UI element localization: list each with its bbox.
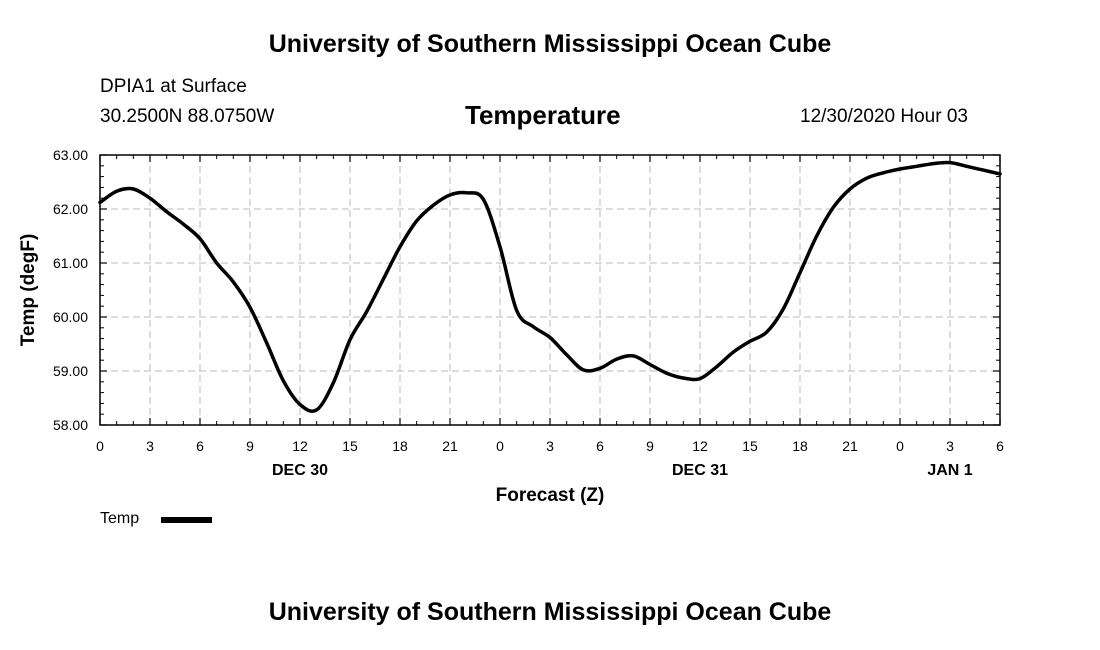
x-tick-label: 0 xyxy=(496,438,504,454)
chart-grid xyxy=(100,155,1000,425)
x-tick-label: 9 xyxy=(646,438,654,454)
datetime-label: 12/30/2020 Hour 03 xyxy=(800,106,968,127)
day-label: DEC 30 xyxy=(272,462,328,479)
legend-label: Temp xyxy=(100,510,140,527)
x-tick-label: 6 xyxy=(196,438,204,454)
x-tick-label: 6 xyxy=(596,438,604,454)
series-line-temp xyxy=(98,160,1002,413)
y-axis-title: Temp (degF) xyxy=(18,234,39,347)
y-tick-label: 62.00 xyxy=(53,201,88,217)
y-tick-label: 63.00 xyxy=(53,147,88,163)
x-tick-label: 9 xyxy=(246,438,254,454)
coordinates-label: 30.2500N 88.0750W xyxy=(100,106,275,127)
page-title: University of Southern Mississippi Ocean… xyxy=(268,30,832,58)
y-tick-label: 61.00 xyxy=(53,255,88,271)
y-tick-label: 59.00 xyxy=(53,363,88,379)
y-tick-label: 60.00 xyxy=(53,309,88,325)
footer-title: University of Southern Mississippi Ocean… xyxy=(268,598,832,626)
variable-title: Temperature xyxy=(465,100,621,130)
x-tick-label: 21 xyxy=(842,438,858,454)
y-tick-label: 58.00 xyxy=(53,417,88,433)
x-tick-label: 21 xyxy=(442,438,458,454)
x-tick-label: 18 xyxy=(392,438,408,454)
day-label: JAN 1 xyxy=(927,462,972,479)
x-tick-label: 6 xyxy=(996,438,1004,454)
x-tick-label: 3 xyxy=(946,438,954,454)
x-tick-label: 12 xyxy=(692,438,708,454)
x-tick-label: 3 xyxy=(146,438,154,454)
station-label: DPIA1 at Surface xyxy=(100,76,247,97)
x-tick-label: 15 xyxy=(742,438,758,454)
legend-swatch xyxy=(161,517,212,523)
x-tick-label: 0 xyxy=(896,438,904,454)
x-tick-label: 12 xyxy=(292,438,308,454)
axis-ticks: 0 3 6 9 12 15 18 21 0 3 6 9 12 15 18 21 0 3 6 58.00 59.00 60.… xyxy=(53,147,1004,479)
x-axis-title: Forecast (Z) xyxy=(496,485,605,506)
series-group xyxy=(98,160,1002,413)
day-label: DEC 31 xyxy=(672,462,728,479)
x-tick-label: 0 xyxy=(96,438,104,454)
x-tick-label: 15 xyxy=(342,438,358,454)
x-tick-label: 18 xyxy=(792,438,808,454)
x-tick-label: 3 xyxy=(546,438,554,454)
